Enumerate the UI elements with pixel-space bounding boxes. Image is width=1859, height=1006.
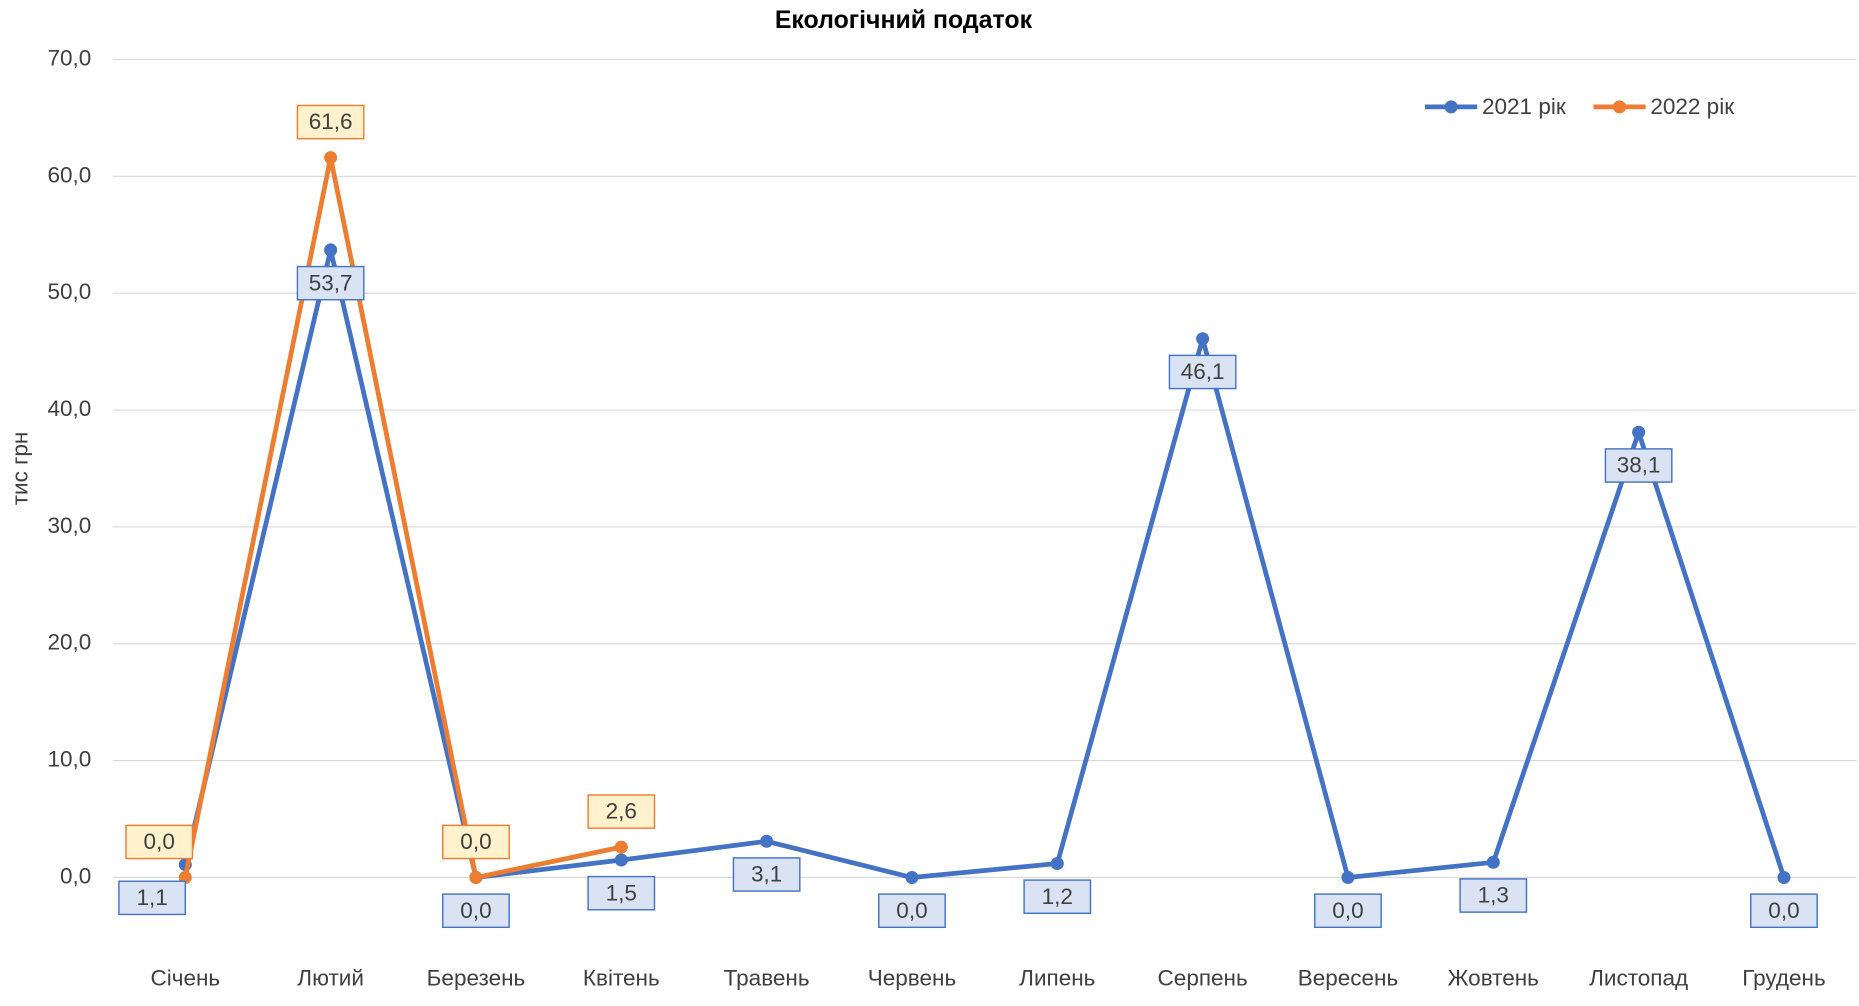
label-box bbox=[1314, 893, 1382, 929]
data-point bbox=[614, 840, 628, 854]
data-point bbox=[324, 243, 338, 257]
data-point bbox=[905, 870, 919, 885]
data-point bbox=[1050, 856, 1064, 871]
data-point bbox=[760, 834, 774, 848]
y-axis-title: тис грн bbox=[7, 432, 32, 506]
data-label: 0,0 bbox=[1768, 898, 1799, 923]
data-point bbox=[324, 151, 338, 165]
data-label: 1,5 bbox=[606, 880, 637, 905]
label-box bbox=[1604, 448, 1673, 483]
y-tick-label: 60,0 bbox=[47, 162, 91, 187]
data-label: 3,1 bbox=[751, 862, 782, 887]
y-tick-label: 50,0 bbox=[47, 279, 91, 304]
data-point bbox=[1777, 870, 1791, 885]
label-box bbox=[732, 857, 801, 892]
data-label: 53,7 bbox=[309, 270, 353, 295]
data-point bbox=[469, 870, 483, 885]
data-point bbox=[1486, 855, 1500, 869]
data-label: 1,1 bbox=[136, 885, 167, 910]
data-point bbox=[1341, 870, 1355, 885]
x-tick-label: Червень bbox=[868, 965, 956, 990]
data-point bbox=[1196, 332, 1210, 346]
x-tick-label: Серпень bbox=[1158, 965, 1248, 990]
x-tick-label: Травень bbox=[724, 965, 810, 990]
label-box bbox=[118, 880, 187, 916]
chart-title: Екологічний податок bbox=[775, 6, 1033, 34]
legend-label: 2021 рік bbox=[1482, 94, 1566, 119]
data-label: 2,6 bbox=[606, 799, 637, 824]
data-label: 0,0 bbox=[460, 898, 491, 923]
legend-marker bbox=[1612, 100, 1627, 114]
x-tick-label: Липень bbox=[1019, 965, 1095, 990]
label-box bbox=[587, 875, 656, 911]
y-tick-label: 70,0 bbox=[47, 45, 91, 70]
data-label: 38,1 bbox=[1617, 453, 1661, 478]
data-point bbox=[614, 853, 628, 867]
y-tick-label: 10,0 bbox=[47, 747, 91, 772]
data-label: 1,3 bbox=[1478, 883, 1509, 908]
x-tick-label: Листопад bbox=[1589, 965, 1688, 990]
x-tick-label: Грудень bbox=[1742, 965, 1826, 990]
x-tick-label: Квітень bbox=[583, 965, 660, 990]
label-box bbox=[1023, 879, 1092, 914]
data-label: 1,2 bbox=[1042, 884, 1073, 909]
data-label: 46,1 bbox=[1181, 359, 1225, 384]
label-box bbox=[296, 265, 365, 301]
data-point bbox=[1632, 425, 1646, 439]
legend-marker bbox=[1444, 100, 1458, 114]
x-tick-label: Лютий bbox=[297, 965, 364, 990]
label-box bbox=[1168, 354, 1237, 390]
data-label: 0,0 bbox=[144, 829, 175, 854]
data-label: 0,0 bbox=[460, 829, 491, 854]
y-tick-label: 40,0 bbox=[47, 396, 91, 421]
y-tick-label: 30,0 bbox=[47, 513, 91, 538]
label-box bbox=[1750, 893, 1818, 929]
y-tick-label: 20,0 bbox=[47, 630, 91, 655]
data-label: 0,0 bbox=[896, 898, 927, 923]
x-tick-label: Березень bbox=[427, 965, 526, 990]
series-line bbox=[182, 155, 622, 880]
legend-label: 2022 рік bbox=[1650, 94, 1734, 119]
x-tick-label: Жовтень bbox=[1448, 965, 1539, 990]
label-box bbox=[296, 104, 365, 140]
data-label: 61,6 bbox=[309, 109, 353, 134]
label-box bbox=[442, 893, 510, 929]
data-label: 0,0 bbox=[1332, 898, 1363, 923]
label-box bbox=[125, 824, 194, 860]
label-box bbox=[878, 893, 946, 929]
x-tick-label: Січень bbox=[150, 965, 220, 990]
series-line bbox=[182, 247, 1787, 880]
label-box bbox=[587, 794, 656, 829]
y-tick-label: 0,0 bbox=[60, 863, 91, 888]
label-box bbox=[442, 824, 510, 860]
label-box bbox=[1459, 878, 1528, 913]
x-tick-label: Вересень bbox=[1298, 965, 1399, 990]
